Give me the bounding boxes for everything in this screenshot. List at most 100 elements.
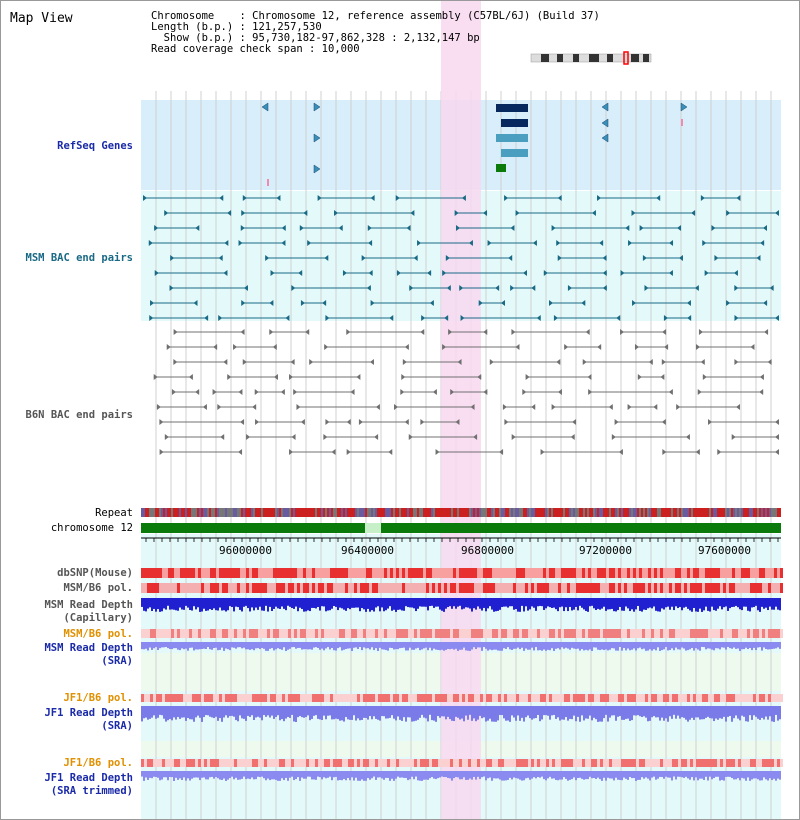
jf1-b6-pol-label[interactable]: JF1/B6 pol. [63, 692, 133, 704]
bac-end-marker [291, 434, 296, 440]
depth-mark [601, 642, 603, 650]
repeat-mark [731, 508, 733, 517]
heat-mark [567, 629, 570, 638]
depth-mark [481, 642, 483, 651]
depth-mark [695, 771, 697, 778]
jf1-depth-trim-label[interactable]: JF1 Read Depth [44, 772, 133, 784]
depth-mark [289, 771, 291, 778]
msm-b6-pol-label[interactable]: MSM/B6 pol. [63, 582, 133, 594]
depth-mark [213, 598, 215, 609]
repeat-mark [409, 508, 411, 517]
axis-tick-label: 97600000 [698, 544, 751, 557]
bac-end-marker [548, 300, 553, 306]
jf1-b6-pol2-label[interactable]: JF1/B6 pol. [63, 757, 133, 769]
bac-end-marker [631, 210, 636, 216]
depth-mark [175, 642, 177, 649]
depth-mark [649, 598, 651, 608]
repeat-mark [515, 508, 517, 517]
heat-mark [582, 694, 585, 702]
depth-mark [227, 771, 229, 780]
depth-mark [413, 598, 415, 609]
repeat-mark [669, 508, 671, 517]
heat-mark [660, 629, 663, 638]
heat-mark [702, 694, 705, 702]
heat-mark [618, 759, 621, 767]
depth-mark [171, 598, 173, 610]
heat-mark [375, 583, 378, 593]
heat-mark [162, 629, 165, 638]
depth-mark [283, 706, 285, 722]
depth-mark [625, 598, 627, 607]
repeat-mark [719, 508, 721, 517]
heat-mark [627, 759, 630, 767]
b6n-bac-track-label[interactable]: B6N BAC end pairs [25, 409, 133, 421]
depth-mark [773, 598, 775, 610]
heat-mark [243, 568, 246, 578]
heat-mark [744, 583, 747, 593]
bac-end-marker [334, 210, 339, 216]
depth-mark [345, 598, 347, 611]
depth-mark [671, 642, 673, 649]
dbsnp-track-label[interactable]: dbSNP(Mouse) [57, 567, 133, 579]
heat-mark [153, 759, 156, 767]
repeat-mark [699, 508, 701, 517]
depth-mark [445, 706, 447, 720]
msm-depth-sra-label[interactable]: MSM Read Depth [44, 642, 133, 654]
depth-mark [337, 598, 339, 611]
heat-mark [525, 759, 528, 767]
depth-mark [179, 771, 181, 779]
heat-mark [411, 759, 414, 767]
chromosome-track-label[interactable]: chromosome 12 [50, 522, 133, 534]
depth-mark [755, 706, 757, 717]
bac-end-marker [394, 404, 399, 410]
axis-tick-label: 96000000 [219, 544, 272, 557]
depth-mark [587, 642, 589, 651]
depth-mark [435, 598, 437, 607]
heat-mark [360, 629, 363, 638]
depth-mark [441, 642, 443, 650]
heat-mark [765, 694, 768, 702]
depth-mark [185, 706, 187, 721]
heat-mark [450, 568, 453, 578]
depth-mark [255, 771, 257, 780]
heat-mark [507, 629, 510, 638]
heat-mark [456, 568, 459, 578]
bac-end-marker [556, 240, 561, 246]
depth-mark [229, 706, 231, 717]
depth-mark [639, 706, 641, 717]
depth-mark [715, 706, 717, 719]
depth-mark [681, 642, 683, 648]
msm-bac-track-label[interactable]: MSM BAC end pairs [25, 252, 133, 264]
depth-mark [667, 642, 669, 651]
depth-mark [569, 771, 571, 780]
heat-mark [216, 568, 219, 578]
depth-mark [647, 642, 649, 651]
repeat-mark [155, 508, 157, 517]
depth-mark [447, 706, 449, 717]
heat-mark [216, 629, 219, 638]
msm-b6-pol2-label[interactable]: MSM/B6 pol. [63, 628, 133, 640]
refseq-track-label[interactable]: RefSeq Genes [57, 140, 133, 152]
depth-mark [285, 771, 287, 778]
bac-end-marker [656, 195, 661, 201]
depth-mark [407, 771, 409, 781]
depth-mark [181, 598, 183, 610]
depth-mark [241, 642, 243, 649]
heat-mark [603, 629, 606, 638]
heat-mark [267, 694, 270, 702]
depth-mark [697, 706, 699, 718]
jf1-depth-sra-label[interactable]: JF1 Read Depth [44, 707, 133, 719]
heat-mark [243, 583, 246, 593]
heat-mark [504, 629, 507, 638]
repeat-mark [563, 508, 565, 517]
depth-mark [303, 598, 305, 612]
depth-mark [667, 598, 669, 607]
depth-mark [559, 598, 561, 608]
repeat-mark [683, 508, 685, 517]
repeat-track-label[interactable]: Repeat [95, 507, 133, 519]
repeat-mark [433, 508, 435, 517]
msm-depth-cap-label[interactable]: MSM Read Depth [44, 599, 133, 611]
depth-mark [437, 642, 439, 650]
heat-mark [759, 568, 762, 578]
